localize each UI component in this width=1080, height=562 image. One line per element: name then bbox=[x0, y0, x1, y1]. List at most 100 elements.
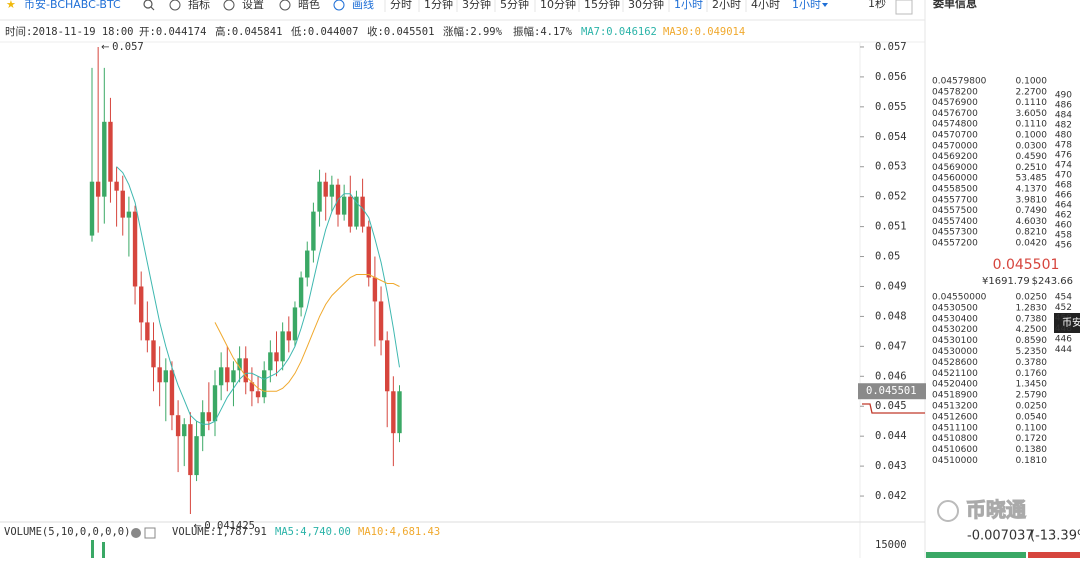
interval-button[interactable]: 2小时 bbox=[712, 0, 741, 11]
candle-body bbox=[182, 424, 187, 437]
ask-scale: 460 bbox=[1055, 221, 1072, 231]
candle-body bbox=[139, 286, 144, 323]
bid-price: 0.04550000 bbox=[932, 293, 987, 303]
ask-amount: 0.1110 bbox=[1016, 120, 1048, 130]
interval-button[interactable]: 4小时 bbox=[751, 0, 780, 11]
exchange-tag[interactable]: 币安 bbox=[1062, 316, 1080, 329]
candle-body bbox=[341, 196, 347, 215]
y-tick-label: 0.054 bbox=[875, 131, 907, 143]
ma-line bbox=[214, 274, 400, 392]
watermark: 币晓通 bbox=[966, 498, 1026, 522]
symbol[interactable]: 币安-BCHABC-BTC bbox=[24, 0, 121, 11]
bid-price: 04510800 bbox=[932, 434, 978, 444]
mid-usd: $243.66 bbox=[1032, 276, 1073, 287]
candle-body bbox=[360, 196, 365, 227]
bid-amount: 1.3450 bbox=[1016, 380, 1048, 390]
y-tick-label: 0.044 bbox=[875, 430, 907, 442]
candle-body bbox=[163, 370, 168, 383]
interval-button[interactable]: 5分钟 bbox=[500, 0, 529, 11]
candle-body bbox=[157, 367, 162, 383]
bid-amount: 0.1760 bbox=[1016, 369, 1048, 379]
candle-body bbox=[188, 424, 193, 476]
toolbar-button[interactable]: 暗色 bbox=[298, 0, 320, 11]
candle-body bbox=[89, 181, 95, 236]
ask-scale: 464 bbox=[1055, 201, 1072, 211]
bid-amount: 0.0250 bbox=[1016, 402, 1048, 412]
volume-label: MA5:4,740.00 bbox=[275, 526, 351, 538]
ask-price: 04557400 bbox=[932, 217, 978, 227]
max-arrow: ← bbox=[101, 42, 109, 53]
search-icon[interactable] bbox=[143, 0, 153, 9]
dropdown-arrow bbox=[822, 3, 828, 7]
exchange-tag-bg bbox=[1054, 313, 1080, 333]
bid-amount: 0.1810 bbox=[1016, 456, 1048, 466]
bid-amount: 0.8590 bbox=[1016, 336, 1048, 346]
settings-icon[interactable] bbox=[131, 528, 141, 538]
y-tick-label: 0.051 bbox=[875, 221, 907, 233]
volume-axis-label: 15000 bbox=[875, 539, 907, 551]
candle-body bbox=[255, 391, 261, 398]
close-icon[interactable] bbox=[144, 527, 156, 539]
ask-amount: 0.4590 bbox=[1016, 152, 1048, 162]
toolbar-button[interactable]: 指标 bbox=[188, 0, 210, 11]
bid-amount: 0.7380 bbox=[1016, 314, 1048, 324]
bid-amount: 0.3780 bbox=[1016, 358, 1048, 368]
bid-amount: 0.1100 bbox=[1016, 423, 1048, 433]
y-tick-label: 0.055 bbox=[875, 101, 907, 113]
bid-scale: 450 bbox=[1055, 314, 1072, 324]
interval-button[interactable]: 3分钟 bbox=[462, 0, 491, 11]
toolbar-button[interactable]: 设置 bbox=[242, 0, 264, 11]
y-tick-label: 0.05 bbox=[875, 251, 900, 263]
bid-price: 04528600 bbox=[932, 358, 978, 368]
ask-scale: 462 bbox=[1055, 211, 1072, 221]
bid-price: 04513200 bbox=[932, 402, 978, 412]
interval-button[interactable]: 1小时 bbox=[674, 0, 703, 11]
bid-amount: 4.2500 bbox=[1016, 325, 1048, 335]
price-line bbox=[862, 403, 925, 414]
volume-label: MA10:4,681.43 bbox=[358, 526, 440, 538]
min-arrow: ← bbox=[193, 521, 201, 532]
interval-button[interactable]: 15分钟 bbox=[584, 0, 620, 11]
candle-body bbox=[95, 181, 101, 197]
bid-price: 04511100 bbox=[932, 423, 978, 433]
change-pct: (-13.39% bbox=[1030, 529, 1080, 544]
interval-button[interactable]: 1分钟 bbox=[424, 0, 453, 11]
ask-amount: 2.2700 bbox=[1016, 87, 1048, 97]
ask-scale: 470 bbox=[1055, 171, 1072, 181]
star-icon[interactable]: ★ bbox=[6, 0, 16, 11]
toolbar-button[interactable]: 画线 bbox=[352, 0, 374, 11]
bid-amount: 0.0250 bbox=[1016, 293, 1048, 303]
min-label: 0.041425 bbox=[204, 520, 255, 532]
ask-price: 04557500 bbox=[932, 206, 978, 216]
refresh-rate[interactable]: 1秒 bbox=[868, 0, 886, 10]
ask-scale: 474 bbox=[1055, 161, 1072, 171]
y-tick-label: 0.048 bbox=[875, 310, 907, 322]
ask-price: 04558500 bbox=[932, 185, 978, 195]
volume-bar bbox=[91, 540, 94, 558]
y-tick-label: 0.049 bbox=[875, 280, 907, 292]
candle-body bbox=[311, 211, 316, 251]
y-tick-label: 0.042 bbox=[875, 490, 907, 502]
fullscreen-icon[interactable] bbox=[895, 0, 913, 15]
ask-amount: 4.1370 bbox=[1016, 185, 1048, 195]
last-price-label: 0.045501 bbox=[866, 385, 917, 397]
bid-price: 04518900 bbox=[932, 391, 978, 401]
candle-body bbox=[298, 277, 304, 308]
ask-price: 04557300 bbox=[932, 228, 978, 238]
interval-button[interactable]: 30分钟 bbox=[628, 0, 664, 11]
bid-amount: 2.5790 bbox=[1016, 391, 1048, 401]
interval-button[interactable]: 10分钟 bbox=[540, 0, 576, 11]
candle-body bbox=[237, 358, 242, 371]
bid-price: 04530200 bbox=[932, 325, 978, 335]
candle-body bbox=[102, 121, 107, 197]
bid-amount: 0.1720 bbox=[1016, 434, 1048, 444]
search-icon-handle bbox=[150, 6, 155, 11]
info-item: MA30:0.049014 bbox=[663, 26, 745, 38]
interval-button[interactable]: 1小时 bbox=[792, 0, 821, 11]
candle-body bbox=[329, 184, 335, 197]
ask-scale: 456 bbox=[1055, 241, 1072, 251]
ask-scale: 468 bbox=[1055, 181, 1072, 191]
order-book-title: 委单信息 bbox=[932, 0, 977, 10]
interval-button[interactable]: 分时 bbox=[390, 0, 412, 11]
